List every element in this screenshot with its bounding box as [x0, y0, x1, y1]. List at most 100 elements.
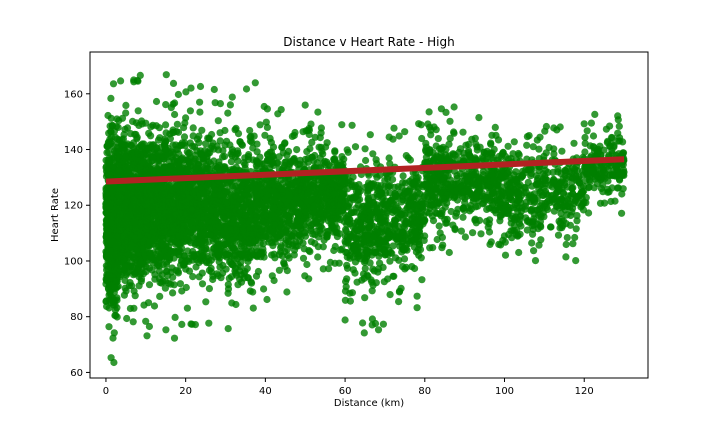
data-point — [147, 200, 155, 208]
data-point — [283, 288, 291, 296]
data-point — [363, 202, 371, 210]
data-point — [109, 334, 117, 342]
data-point — [252, 244, 260, 253]
data-point — [121, 284, 129, 292]
data-point — [131, 234, 139, 242]
data-point — [228, 152, 236, 160]
data-point — [162, 101, 170, 109]
data-point — [338, 121, 346, 129]
data-point — [105, 148, 113, 156]
data-point — [224, 109, 232, 117]
data-point — [359, 270, 368, 278]
data-point — [281, 139, 289, 147]
data-point — [149, 229, 157, 237]
data-point — [196, 82, 205, 91]
data-point — [223, 187, 231, 195]
data-point — [210, 85, 218, 94]
data-point — [109, 273, 117, 281]
data-point — [262, 196, 270, 204]
data-point — [144, 241, 152, 249]
data-point — [171, 313, 179, 321]
data-point — [113, 294, 121, 302]
data-point — [366, 259, 374, 267]
data-point — [114, 204, 122, 212]
data-point — [186, 254, 194, 262]
data-point — [304, 154, 312, 163]
data-point — [342, 239, 350, 247]
data-point — [207, 268, 215, 276]
data-point — [266, 187, 274, 195]
data-point — [212, 200, 220, 208]
data-point — [191, 218, 199, 226]
data-point — [274, 110, 282, 118]
data-point — [342, 248, 350, 257]
data-point — [372, 279, 380, 287]
data-point — [370, 201, 378, 209]
points-layer — [102, 71, 628, 367]
data-point — [205, 285, 213, 293]
data-point — [118, 141, 126, 149]
data-point — [176, 280, 184, 288]
data-point — [117, 77, 125, 85]
data-point — [209, 275, 217, 284]
data-point — [228, 93, 236, 101]
data-point — [312, 205, 320, 213]
data-point — [170, 281, 178, 289]
data-point — [299, 254, 308, 262]
data-point — [216, 129, 224, 137]
data-point — [184, 194, 192, 202]
data-point — [149, 121, 157, 129]
data-point — [114, 123, 122, 131]
data-point — [332, 228, 340, 236]
data-point — [213, 212, 221, 220]
data-point — [289, 222, 297, 230]
data-point — [374, 209, 382, 217]
data-point — [187, 84, 195, 92]
data-point — [211, 250, 219, 258]
data-point — [314, 253, 322, 261]
data-point — [105, 296, 113, 304]
data-point — [152, 243, 160, 251]
data-point — [198, 126, 206, 134]
data-point — [202, 140, 210, 148]
data-point — [228, 299, 236, 307]
data-point — [279, 164, 287, 172]
data-point — [118, 114, 127, 122]
data-point — [161, 148, 169, 156]
data-point — [178, 320, 186, 328]
data-point — [335, 259, 343, 267]
data-point — [350, 229, 358, 237]
data-point — [144, 299, 153, 307]
data-point — [169, 126, 177, 134]
data-point — [123, 124, 132, 132]
data-point — [233, 147, 242, 155]
data-point — [251, 79, 259, 87]
data-point — [273, 192, 281, 200]
data-point — [166, 134, 174, 143]
data-point — [161, 138, 170, 146]
data-point — [143, 332, 151, 340]
data-point — [148, 184, 156, 192]
data-point — [104, 159, 112, 167]
data-point — [251, 204, 259, 213]
data-point — [245, 235, 253, 244]
data-point — [226, 258, 234, 266]
data-point — [121, 263, 129, 271]
data-point — [156, 134, 164, 142]
data-point — [303, 148, 311, 156]
data-point — [307, 196, 315, 205]
data-point — [216, 178, 224, 186]
data-point — [157, 198, 165, 206]
data-point — [359, 319, 367, 327]
data-point — [127, 241, 135, 249]
data-point — [107, 219, 115, 227]
data-point — [127, 130, 135, 138]
data-point — [282, 158, 290, 166]
data-point — [195, 273, 203, 281]
data-point — [353, 278, 361, 286]
data-point — [357, 212, 365, 220]
data-point — [418, 276, 426, 284]
data-point — [311, 133, 319, 141]
data-point — [349, 196, 358, 204]
data-point — [234, 281, 242, 289]
